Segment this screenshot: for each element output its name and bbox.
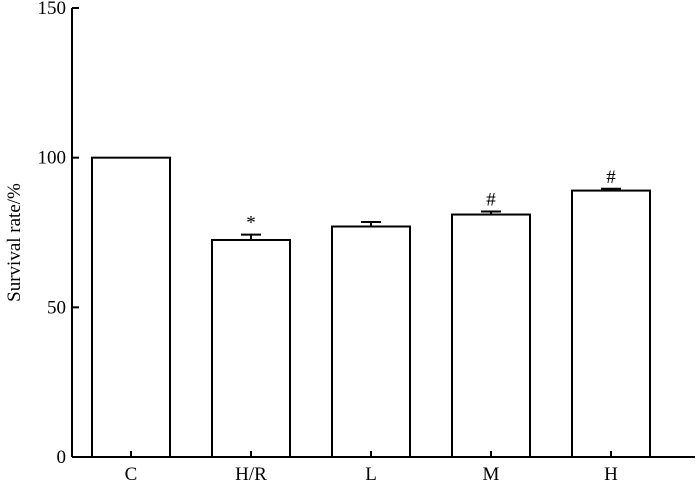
y-tick-label: 100	[38, 148, 67, 169]
y-tick-label: 0	[57, 447, 67, 468]
bar-l	[331, 225, 411, 458]
x-tick-label: C	[125, 464, 138, 485]
significance-mark: #	[606, 167, 616, 188]
significance-mark: *	[246, 213, 256, 234]
x-tick-label: L	[365, 464, 377, 485]
bar-m	[451, 213, 531, 458]
bar-c	[91, 156, 171, 459]
significance-mark: #	[486, 190, 496, 211]
y-axis-label: Survival rate/%	[4, 183, 25, 302]
x-tick-label: H	[604, 464, 618, 485]
y-tick-label: 150	[38, 0, 67, 19]
bar-h	[571, 189, 651, 459]
x-tick-label: M	[483, 464, 500, 485]
bar-hr	[211, 238, 291, 458]
x-tick-label: H/R	[235, 464, 267, 485]
plot-area: * # #0 50 100 150 C H/R L M H Survival rate/%	[4, 0, 695, 485]
y-tick-label: 50	[47, 297, 66, 318]
